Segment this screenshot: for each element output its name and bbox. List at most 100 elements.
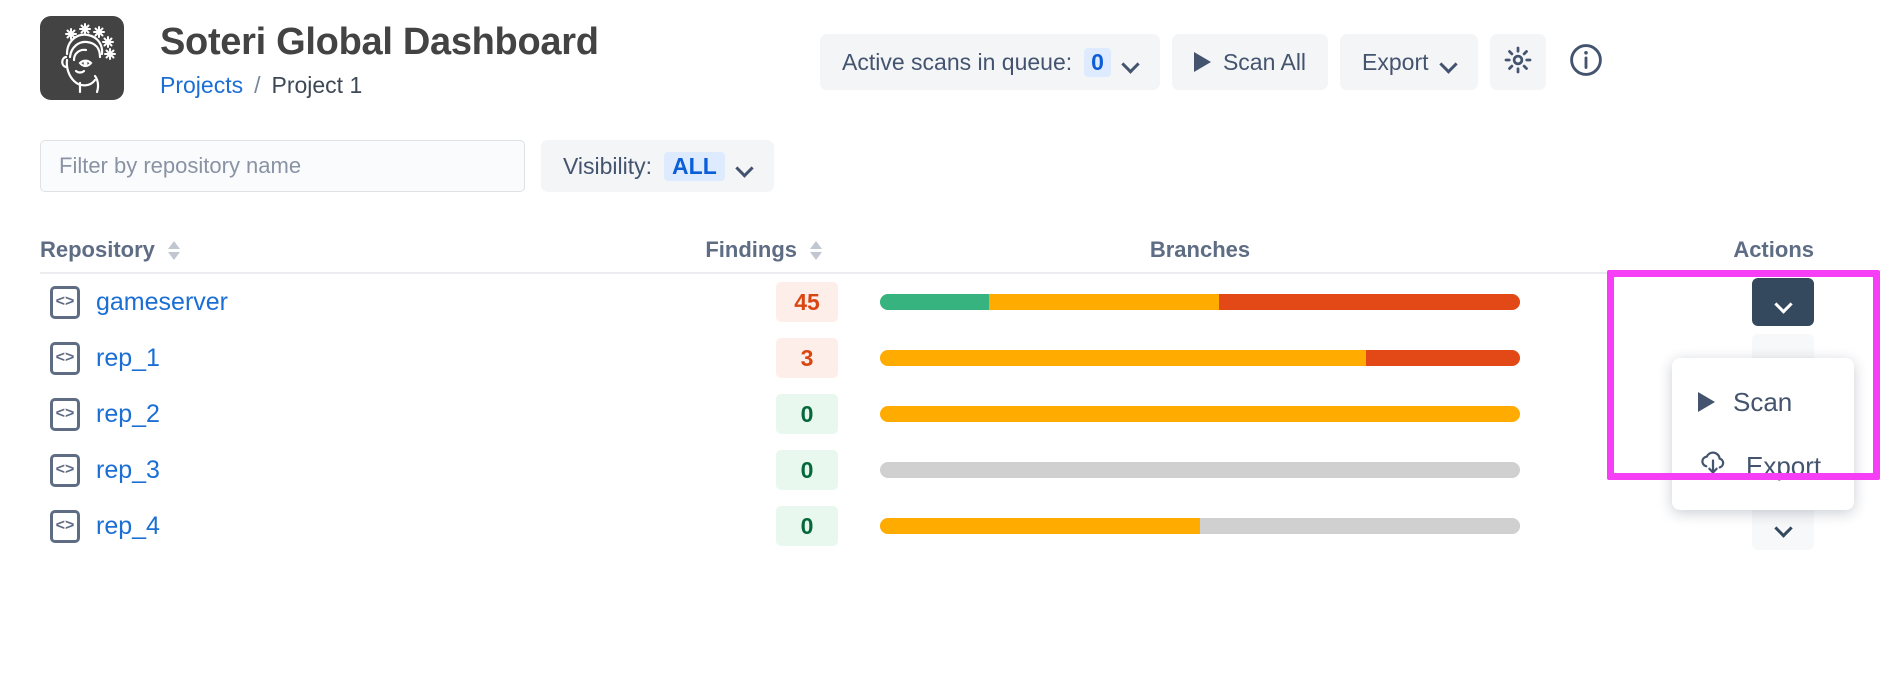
visibility-label: Visibility:: [563, 152, 653, 179]
branch-status-segment: [880, 350, 1367, 366]
cell-branches: [880, 294, 1520, 310]
export-button[interactable]: Export: [1340, 34, 1478, 90]
repository-table: Repository Findings Branches Actions <> g…: [40, 228, 1830, 554]
branch-status-bar: [880, 294, 1520, 310]
chevron-down-icon: [1776, 298, 1791, 307]
table-row: <> rep_2 0: [40, 386, 1830, 442]
branch-status-bar: [880, 350, 1520, 366]
soteri-face-logo-icon: [40, 16, 124, 100]
chevron-down-icon: [1123, 58, 1138, 67]
cell-repository: <> rep_4: [40, 509, 640, 543]
repository-link[interactable]: rep_2: [96, 399, 160, 428]
menu-item-scan[interactable]: Scan: [1672, 370, 1854, 434]
column-header-repository[interactable]: Repository: [40, 237, 640, 263]
sort-toggle-icon[interactable]: [810, 240, 822, 260]
cell-branches: [880, 406, 1520, 422]
repository-link[interactable]: rep_1: [96, 343, 160, 372]
row-actions-dropdown-button[interactable]: [1752, 278, 1814, 326]
cloud-download-icon: [1698, 449, 1728, 484]
repository-filter-input[interactable]: [40, 140, 525, 192]
cell-findings: 0: [640, 450, 880, 490]
table-header-row: Repository Findings Branches Actions: [40, 228, 1830, 274]
visibility-filter-button[interactable]: Visibility: ALL: [541, 140, 774, 192]
cell-findings: 45: [640, 282, 880, 322]
findings-badge: 3: [776, 338, 838, 378]
row-actions-menu: Scan Export: [1672, 358, 1854, 510]
play-icon: [1698, 392, 1715, 412]
cell-repository: <> rep_1: [40, 341, 640, 375]
breadcrumb-current: Project 1: [271, 72, 363, 98]
gear-icon: [1503, 45, 1533, 80]
cell-branches: [880, 350, 1520, 366]
table-body: <> gameserver 45 <> rep_1 3 <> rep_2 0 <> rep_3 0 <>…: [40, 274, 1830, 554]
breadcrumb: Projects / Project 1: [160, 71, 599, 99]
branch-status-bar: [880, 518, 1520, 534]
active-scans-count: 0: [1084, 47, 1111, 77]
menu-item-export-label: Export: [1746, 450, 1822, 481]
findings-badge: 0: [776, 506, 838, 546]
active-scans-queue-button[interactable]: Active scans in queue: 0: [820, 34, 1160, 90]
chevron-down-icon: [1441, 58, 1456, 67]
cell-actions: [1520, 278, 1830, 326]
cell-branches: [880, 518, 1520, 534]
table-row: <> rep_1 3: [40, 330, 1830, 386]
table-row: <> rep_3 0: [40, 442, 1830, 498]
scan-all-label: Scan All: [1222, 48, 1307, 75]
findings-badge: 0: [776, 394, 838, 434]
filter-bar: Visibility: ALL: [40, 140, 774, 192]
repository-link[interactable]: gameserver: [96, 287, 228, 316]
column-header-repository-label: Repository: [40, 237, 155, 262]
page-header: Soteri Global Dashboard Projects / Proje…: [0, 0, 1900, 118]
visibility-value: ALL: [664, 151, 725, 181]
branch-status-segment: [1366, 350, 1520, 366]
repository-link[interactable]: rep_4: [96, 511, 160, 540]
branch-status-segment: [880, 518, 1200, 534]
play-icon: [1193, 52, 1211, 72]
settings-button[interactable]: [1489, 34, 1546, 90]
scan-all-button[interactable]: Scan All: [1171, 34, 1329, 90]
column-header-branches: Branches: [880, 237, 1520, 263]
export-label: Export: [1362, 48, 1429, 75]
menu-item-export[interactable]: Export: [1672, 434, 1854, 498]
repository-link[interactable]: rep_3: [96, 455, 160, 484]
table-row: <> rep_4 0: [40, 498, 1830, 554]
code-brackets-icon: <>: [50, 285, 80, 319]
findings-badge: 0: [776, 450, 838, 490]
cell-repository: <> rep_2: [40, 397, 640, 431]
branch-status-bar: [880, 462, 1520, 478]
cell-actions: [1520, 502, 1830, 550]
breadcrumb-separator: /: [254, 72, 261, 98]
cell-branches: [880, 462, 1520, 478]
branch-status-segment: [880, 294, 989, 310]
code-brackets-icon: <>: [50, 397, 80, 431]
page-title: Soteri Global Dashboard: [160, 21, 599, 63]
branch-status-segment: [880, 406, 1520, 422]
cell-repository: <> gameserver: [40, 285, 640, 319]
breadcrumb-link-projects[interactable]: Projects: [160, 72, 244, 98]
title-block: Soteri Global Dashboard Projects / Proje…: [160, 20, 599, 99]
branch-status-segment: [1219, 294, 1520, 310]
cell-repository: <> rep_3: [40, 453, 640, 487]
findings-badge: 45: [776, 282, 838, 322]
row-actions-dropdown-button[interactable]: [1752, 502, 1814, 550]
chevron-down-icon: [737, 162, 752, 171]
cell-findings: 3: [640, 338, 880, 378]
branch-status-segment: [988, 294, 1220, 310]
column-header-actions: Actions: [1520, 237, 1830, 263]
column-header-findings[interactable]: Findings: [640, 237, 880, 263]
code-brackets-icon: <>: [50, 509, 80, 543]
info-circle-icon: [1568, 42, 1604, 83]
menu-item-scan-label: Scan: [1733, 386, 1793, 417]
column-header-actions-label: Actions: [1733, 237, 1814, 262]
active-scans-label: Active scans in queue:: [842, 48, 1073, 75]
branch-status-bar: [880, 406, 1520, 422]
header-toolbar: Active scans in queue: 0 Scan All Export: [820, 34, 1614, 90]
cell-findings: 0: [640, 394, 880, 434]
code-brackets-icon: <>: [50, 341, 80, 375]
branch-status-segment: [1200, 518, 1520, 534]
cell-findings: 0: [640, 506, 880, 546]
chevron-down-icon: [1776, 522, 1791, 531]
info-button[interactable]: [1558, 34, 1614, 90]
sort-toggle-icon[interactable]: [167, 240, 180, 260]
